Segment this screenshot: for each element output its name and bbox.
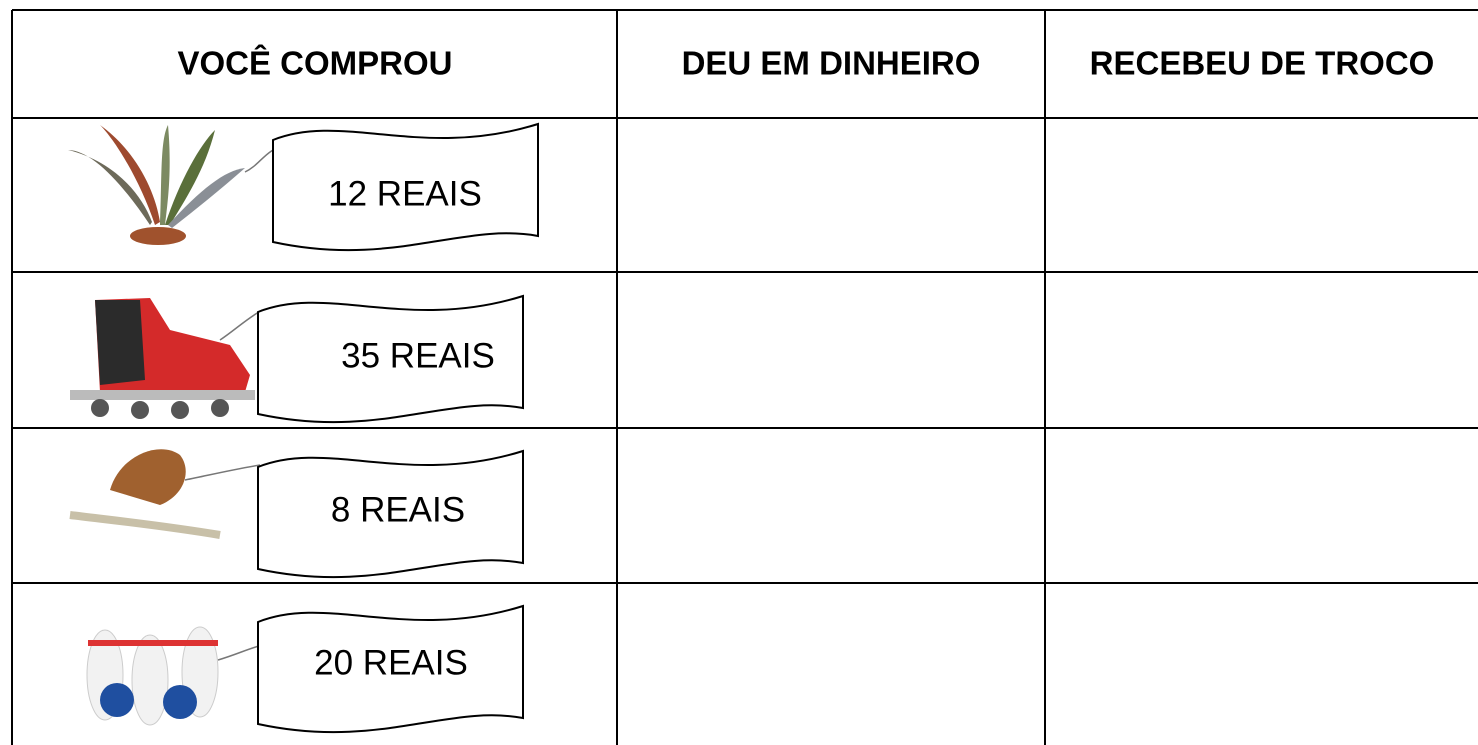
table-grid (11, 9, 1478, 745)
header-cell: VOCÊ COMPROU (177, 45, 452, 82)
price-text: 35 REAIS (341, 336, 495, 375)
bowling-icon (86, 626, 263, 726)
price-text: 8 REAIS (331, 490, 465, 529)
skate-icon (70, 298, 263, 419)
price-text: 12 REAIS (328, 174, 482, 213)
header-cell: DEU EM DINHEIRO (682, 45, 981, 82)
top-icon (69, 449, 261, 539)
shuttlecock-icon (68, 125, 286, 245)
price-text: 20 REAIS (314, 643, 468, 682)
header-cell: RECEBEU DE TROCO (1090, 45, 1435, 82)
